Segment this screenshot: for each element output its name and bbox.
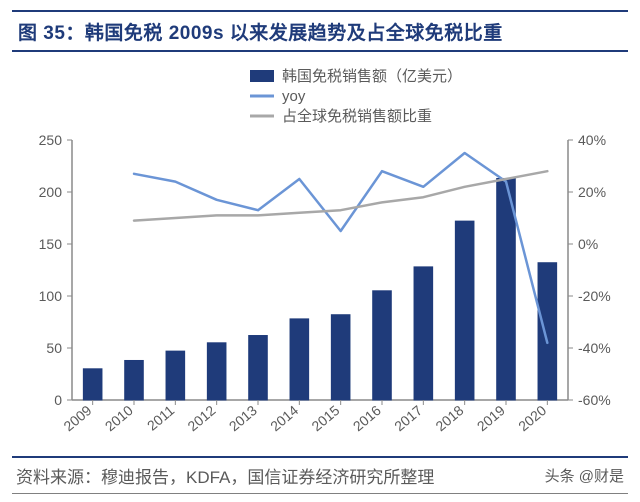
svg-text:0: 0: [54, 392, 62, 408]
svg-text:2015: 2015: [308, 402, 342, 434]
svg-text:2019: 2019: [474, 402, 508, 434]
svg-text:-20%: -20%: [578, 288, 611, 304]
svg-text:150: 150: [39, 236, 63, 252]
chart-title-bar: 图 35：韩国免税 2009s 以来发展趋势及占全球免税比重: [12, 10, 628, 52]
svg-text:2016: 2016: [350, 402, 384, 434]
svg-text:250: 250: [39, 132, 63, 148]
source-text: 资料来源：穆迪报告，KDFA，国信证券经济研究所整理: [16, 463, 434, 488]
svg-text:韩国免税销售额（亿美元）: 韩国免税销售额（亿美元）: [282, 68, 462, 85]
svg-text:2018: 2018: [432, 402, 466, 434]
svg-text:yoy: yoy: [282, 88, 306, 105]
svg-text:2009: 2009: [60, 402, 94, 434]
svg-text:40%: 40%: [578, 132, 606, 148]
svg-text:2020: 2020: [515, 402, 549, 434]
svg-text:占全球免税销售额比重: 占全球免税销售额比重: [282, 107, 432, 125]
svg-text:2011: 2011: [144, 402, 178, 434]
svg-text:-60%: -60%: [578, 392, 611, 408]
source-bar: 资料来源：穆迪报告，KDFA，国信证券经济研究所整理 头条 @财是: [12, 456, 628, 494]
credit-text: 头条 @财是: [545, 465, 624, 486]
svg-text:50: 50: [46, 340, 62, 356]
chart-area: 韩国免税销售额（亿美元） yoy 占全球免税销售额比重 0 50 100 150 200 250…: [12, 62, 628, 446]
chart-title: 图 35：韩国免税 2009s 以来发展趋势及占全球免税比重: [18, 18, 503, 45]
svg-text:-40%: -40%: [578, 340, 611, 356]
svg-text:2013: 2013: [226, 402, 260, 434]
svg-text:2017: 2017: [391, 402, 425, 434]
svg-text:2010: 2010: [102, 402, 136, 434]
chart-svg: 韩国免税销售额（亿美元） yoy 占全球免税销售额比重 0 50 100 150 200 250…: [12, 62, 628, 446]
svg-text:100: 100: [39, 288, 63, 304]
svg-text:2014: 2014: [267, 402, 301, 434]
svg-text:200: 200: [39, 184, 63, 200]
figure: 图 35：韩国免税 2009s 以来发展趋势及占全球免税比重 韩国免税销售额（亿…: [0, 0, 640, 502]
svg-text:20%: 20%: [578, 184, 606, 200]
svg-text:2012: 2012: [184, 402, 218, 434]
svg-text:0%: 0%: [578, 236, 598, 252]
